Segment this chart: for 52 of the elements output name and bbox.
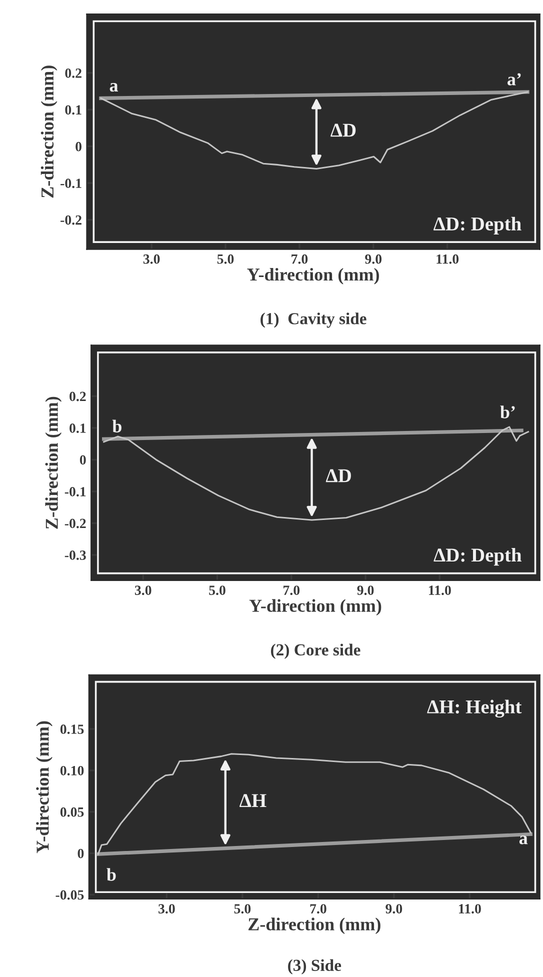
x-tick-label: 7.0	[310, 904, 326, 914]
x-tick-label: 3.0	[143, 254, 160, 264]
annotation: ΔH	[240, 794, 266, 807]
y-tick-label: 0	[78, 848, 84, 858]
y-tick-label: 0.1	[70, 424, 86, 433]
x-axis-title: Y-direction (mm)	[249, 599, 382, 616]
y-tick-label: 0.1	[65, 105, 82, 115]
y-tick-label: -0.2	[64, 518, 86, 528]
x-tick-label: 7.0	[292, 254, 308, 264]
y-tick-label: 0.2	[65, 68, 82, 78]
annotation: a	[519, 836, 528, 844]
y-tick-label: -0.1	[64, 487, 86, 496]
x-tick-label: 5.0	[234, 904, 251, 914]
annotation: a’	[508, 73, 521, 86]
annotation: b	[106, 868, 116, 881]
y-tick-label: -0.3	[64, 550, 86, 560]
annotation: a	[110, 83, 118, 92]
y-tick-label: -0.05	[56, 890, 84, 900]
y-tick-label: 0.15	[60, 724, 84, 734]
x-tick-label: 11.0	[429, 586, 451, 596]
annotation: ΔD	[330, 124, 356, 137]
x-tick-label: 11.0	[436, 254, 459, 264]
x-tick-label: 5.0	[217, 254, 234, 264]
annotation: b’	[500, 406, 515, 418]
y-axis-title: Z-direction (mm)	[40, 66, 58, 198]
y-tick-label: 0.05	[60, 807, 84, 817]
x-tick-label: 11.0	[459, 904, 481, 914]
x-tick-label: 7.0	[284, 586, 300, 596]
x-tick-label: 3.0	[134, 586, 152, 596]
y-tick-label: 0.2	[70, 392, 86, 402]
y-tick-label: 0.10	[60, 766, 84, 776]
x-tick-label: 9.0	[386, 904, 402, 914]
text: (3) Side	[288, 959, 342, 974]
text: (2) Core side	[271, 644, 360, 659]
x-axis-title: Z-direction (mm)	[248, 918, 380, 934]
y-axis-title: Z-direction (mm)	[45, 396, 62, 529]
y-tick-label: 0	[80, 455, 86, 465]
annotation: ΔH: Height	[427, 700, 522, 718]
x-tick-label: 5.0	[209, 586, 226, 596]
y-tick-label: 0	[76, 142, 82, 152]
x-tick-label: 9.0	[357, 586, 374, 596]
y-axis-title: Y-direction (mm)	[36, 721, 52, 854]
x-tick-label: 9.0	[365, 254, 382, 264]
annotation: ΔD: Depth	[434, 216, 522, 234]
annotation: ΔD	[326, 469, 351, 482]
x-axis-title: Y-direction (mm)	[247, 268, 379, 284]
y-tick-label: -0.2	[60, 215, 82, 225]
annotation: b	[112, 420, 122, 432]
x-tick-label: 3.0	[158, 904, 175, 914]
y-tick-label: -0.1	[60, 178, 82, 188]
annotation: ΔD: Depth	[434, 548, 522, 566]
text: (1) Cavity side	[260, 312, 366, 328]
